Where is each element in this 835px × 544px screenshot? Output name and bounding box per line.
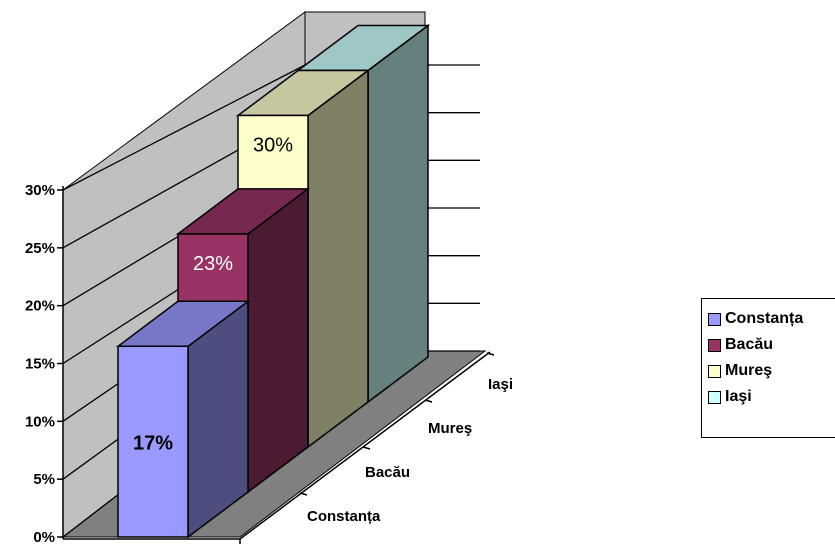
legend-item: Mureş xyxy=(708,358,835,384)
legend-item: Bacău xyxy=(708,332,835,358)
legend-item: Iaşi xyxy=(708,384,835,410)
category-label: Bacău xyxy=(365,464,410,481)
y-tick-label: 15% xyxy=(25,356,55,373)
y-tick-label: 25% xyxy=(25,240,55,257)
category-label: Iaşi xyxy=(488,376,513,393)
category-label: Constanța xyxy=(307,508,381,525)
legend-swatch xyxy=(708,390,721,404)
y-tick-label: 10% xyxy=(25,413,55,430)
legend-label: Iaşi xyxy=(725,388,752,405)
legend-label: Constanța xyxy=(725,310,804,327)
y-tick-label: 30% xyxy=(25,182,55,199)
data-label: 17% xyxy=(133,432,173,454)
category-tick-mark xyxy=(362,446,371,450)
axes xyxy=(62,186,491,544)
bar-side-face xyxy=(247,187,309,494)
category-tick-mark xyxy=(299,492,308,496)
legend-swatch xyxy=(708,338,721,352)
bars: 30%30%23%17% xyxy=(115,24,431,539)
legend-swatch xyxy=(708,312,721,326)
legend-item: Constanța xyxy=(708,306,835,332)
category-labels: Constanța Bacău Mureş Iaşi xyxy=(299,352,513,525)
y-tick-label: 20% xyxy=(25,298,55,315)
legend-swatch xyxy=(708,364,721,378)
y-tick-label: 0% xyxy=(33,529,55,544)
legend-label: Bacău xyxy=(725,336,774,353)
category-tick-mark xyxy=(486,352,495,356)
legend-label: Mureş xyxy=(725,362,773,379)
y-axis-ticks: 0% 5% 10% 15% 20% 25% 30% xyxy=(25,182,63,544)
bar: 17% xyxy=(115,299,251,539)
data-label: 30% xyxy=(253,134,293,156)
bar-front-face xyxy=(117,345,189,538)
y-tick-label: 5% xyxy=(33,471,55,488)
category-tick-mark xyxy=(424,399,433,403)
gridline xyxy=(62,64,306,191)
depth-axis xyxy=(239,351,491,540)
category-label: Mureş xyxy=(428,420,472,437)
bar-side-face xyxy=(307,69,369,449)
bar-side-face xyxy=(367,24,429,404)
data-label: 23% xyxy=(193,253,233,275)
legend: Constanța Bacău Mureş Iaşi xyxy=(701,298,835,438)
